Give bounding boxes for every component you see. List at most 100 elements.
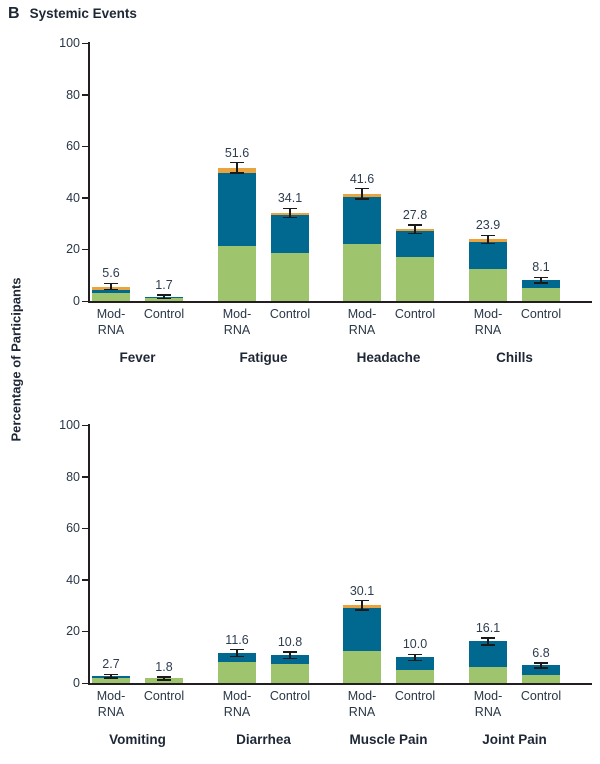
- bar-segment-moderate: [92, 289, 130, 293]
- bar-x-label: Control: [143, 307, 185, 321]
- error-bar-cap-bottom: [283, 657, 297, 659]
- error-bar-stem: [163, 676, 165, 680]
- y-axis-tick: [82, 94, 88, 96]
- bar-segment-mild: [145, 297, 183, 301]
- error-bar-cap-top: [157, 294, 171, 296]
- bar-value-label: 16.1: [475, 620, 501, 635]
- bar-value-label: 51.6: [224, 145, 250, 160]
- error-bar-cap-bottom: [481, 242, 495, 245]
- error-bar-cap-bottom: [355, 609, 369, 611]
- y-axis-tick-label: 80: [66, 469, 80, 484]
- error-bar-stem: [414, 654, 416, 661]
- error-bar-cap-top: [408, 224, 422, 226]
- error-bar-cap-bottom: [408, 659, 422, 661]
- bar-segment-moderate: [343, 608, 381, 651]
- error-bar-cap-bottom: [408, 233, 422, 235]
- y-axis-tick-label: 100: [59, 418, 80, 432]
- bar-segment-mild: [343, 243, 381, 301]
- bar-value-label: 27.8: [402, 207, 428, 222]
- y-axis-tick: [82, 197, 88, 199]
- error-bar-stem: [289, 652, 291, 659]
- bar-segment-mild: [522, 288, 560, 301]
- error-bar-stem: [414, 224, 416, 234]
- y-axis-tick: [82, 682, 88, 684]
- group-label: Diarrhea: [236, 732, 291, 747]
- bar-segment-mild: [218, 246, 256, 301]
- y-axis-tick-label: 20: [66, 624, 80, 639]
- group-label: Fever: [119, 350, 156, 365]
- y-axis-tick-label: 40: [66, 190, 80, 205]
- error-bar-cap-top: [230, 162, 244, 164]
- error-bar-cap-top: [283, 207, 297, 210]
- error-bar-cap-top: [230, 649, 244, 651]
- error-bar-cap-top: [104, 282, 118, 285]
- y-axis: [88, 424, 90, 684]
- figure-title-text: Systemic Events: [29, 6, 137, 21]
- bar-x-label: Control: [394, 689, 436, 703]
- bar-segment-moderate: [271, 655, 309, 664]
- error-bar-cap-bottom: [534, 282, 548, 284]
- bar-value-label: 6.8: [532, 645, 550, 660]
- group-label: Muscle Pain: [349, 732, 428, 747]
- group-label: Headache: [356, 350, 421, 365]
- y-axis-tick-label: 20: [66, 242, 80, 257]
- bar-segment-moderate: [343, 197, 381, 244]
- error-bar-stem: [163, 294, 165, 299]
- bar-value-label: 41.6: [349, 171, 375, 186]
- bar-value-label: 8.1: [532, 260, 550, 275]
- bar-segment-mild: [343, 650, 381, 683]
- error-bar-stem: [110, 674, 112, 678]
- x-axis: [88, 683, 592, 685]
- bar-value-label: 23.9: [475, 218, 501, 233]
- bar-x-label: Mod- RNA: [473, 689, 503, 719]
- bar-segment-moderate: [522, 665, 560, 676]
- y-axis-tick-label: 0: [73, 676, 80, 690]
- bar-x-label: Mod- RNA: [96, 307, 126, 337]
- bar-value-label: 5.6: [102, 266, 120, 281]
- bar-segment-mild: [396, 257, 434, 301]
- bar-value-label: 1.7: [155, 277, 173, 292]
- error-bar-cap-bottom: [104, 289, 118, 291]
- error-bar-cap-top: [283, 651, 297, 653]
- bar-value-label: 11.6: [225, 632, 249, 647]
- bar-segment-moderate: [522, 280, 560, 289]
- y-axis-tick-label: 80: [66, 87, 80, 102]
- bar-value-label: 10.0: [402, 637, 428, 652]
- error-bar-cap-bottom: [157, 297, 171, 300]
- error-bar-stem: [361, 188, 363, 199]
- error-bar-cap-bottom: [104, 677, 118, 679]
- panel-letter: B: [8, 5, 20, 22]
- error-bar-stem: [487, 637, 489, 646]
- error-bar-stem: [361, 600, 363, 610]
- error-bar-cap-bottom: [157, 679, 171, 681]
- error-bar-cap-top: [104, 673, 118, 675]
- y-axis-tick: [82, 630, 88, 633]
- bar-x-label: Control: [269, 307, 311, 321]
- error-bar-cap-top: [157, 676, 171, 678]
- bar-x-label: Mod- RNA: [222, 689, 252, 719]
- y-axis-tick: [82, 300, 88, 302]
- bar-segment-moderate: [218, 653, 256, 663]
- group-label: Chills: [496, 350, 533, 365]
- bar-segment-mild: [145, 678, 183, 683]
- error-bar-cap-top: [534, 662, 548, 664]
- error-bar-stem: [540, 277, 542, 283]
- error-bar-cap-bottom: [481, 644, 495, 646]
- bar-x-label: Mod- RNA: [96, 689, 126, 719]
- bar-value-label: 1.8: [155, 659, 173, 674]
- y-axis-tick: [82, 476, 88, 478]
- error-bar-cap-top: [355, 600, 369, 602]
- bar-x-label: Mod- RNA: [347, 689, 377, 719]
- error-bar-cap-top: [408, 653, 422, 655]
- bar-x-label: Control: [520, 689, 562, 703]
- error-bar-cap-top: [481, 637, 495, 639]
- group-label: Fatigue: [239, 350, 288, 365]
- bar-x-label: Control: [143, 689, 185, 703]
- bar-segment-mild: [396, 670, 434, 683]
- error-bar-cap-top: [534, 276, 548, 278]
- x-axis: [88, 301, 592, 303]
- bar-segment-moderate: [396, 231, 434, 258]
- error-bar-stem: [236, 162, 238, 174]
- y-axis-tick-label: 0: [73, 294, 80, 308]
